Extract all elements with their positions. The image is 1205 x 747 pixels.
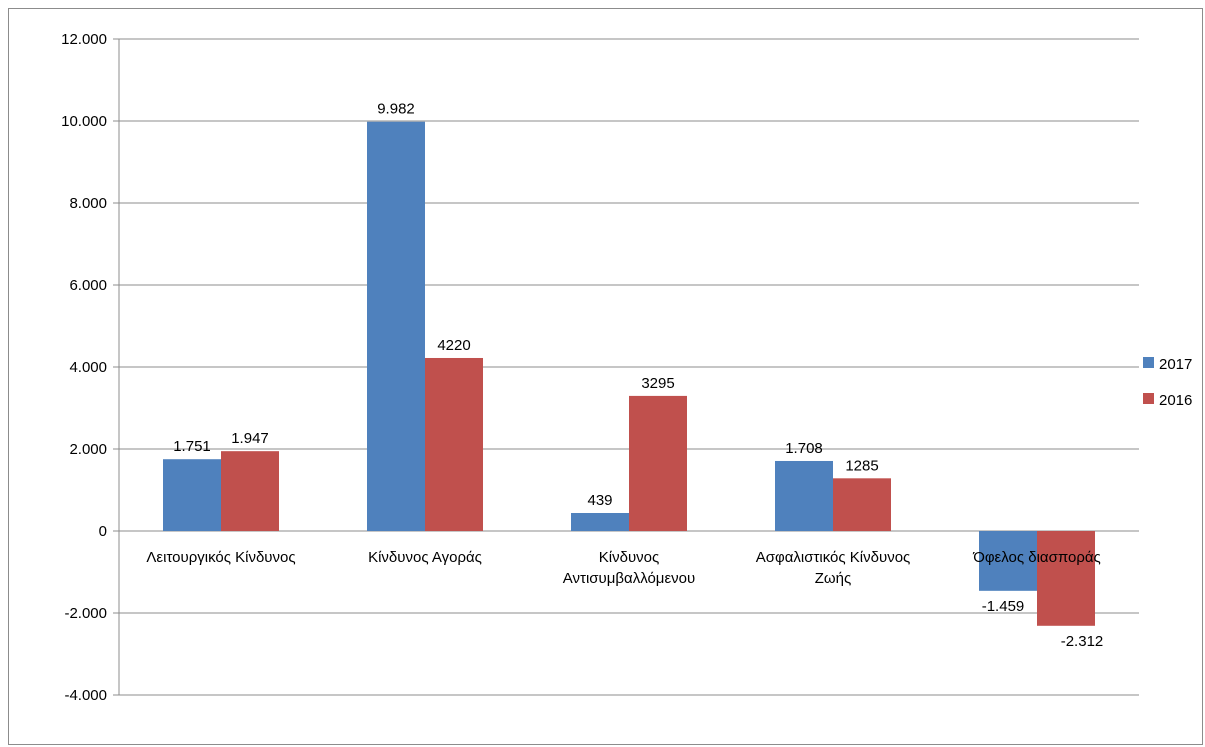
legend-label: 2016 bbox=[1159, 392, 1192, 409]
legend-swatch-2016 bbox=[1143, 393, 1154, 404]
bar-2016-4 bbox=[1037, 531, 1095, 626]
data-label: -2.312 bbox=[1061, 633, 1104, 650]
y-tick-label: 4.000 bbox=[69, 359, 107, 376]
data-label: 4220 bbox=[437, 337, 470, 354]
data-label: 1.947 bbox=[231, 430, 269, 447]
y-tick-label: -2.000 bbox=[64, 605, 107, 622]
y-tick-label: 0 bbox=[99, 523, 107, 540]
category-label: Λειτουργικός Κίνδυνος bbox=[146, 549, 295, 566]
data-label: 439 bbox=[587, 492, 612, 509]
y-tick-label: 6.000 bbox=[69, 277, 107, 294]
category-label: Όφελος διασποράς bbox=[972, 549, 1101, 566]
bar-2016-1 bbox=[425, 357, 483, 531]
y-tick-label: 12.000 bbox=[61, 31, 107, 48]
y-tick-label: 8.000 bbox=[69, 195, 107, 212]
y-axis: 12.000 10.000 8.000 6.000 4.000 2.000 0 -2.000 -… bbox=[61, 31, 120, 704]
category-label: Ασφαλιστικός Κίνδυνος bbox=[756, 549, 911, 566]
data-label: 9.982 bbox=[377, 101, 415, 118]
y-tick-label: 10.000 bbox=[61, 113, 107, 130]
data-label: 1.751 bbox=[173, 438, 211, 455]
bars bbox=[163, 121, 1095, 626]
bar-2016-2 bbox=[629, 395, 687, 531]
legend-label: 2017 bbox=[1159, 356, 1192, 373]
data-label: 1285 bbox=[845, 457, 878, 474]
bar-2017-0 bbox=[163, 459, 221, 531]
category-label: Αντισυμβαλλόμενου bbox=[563, 570, 695, 587]
y-tick-label: -4.000 bbox=[64, 687, 107, 704]
legend: 2017 2016 bbox=[1143, 356, 1192, 409]
chart-frame: 12.000 10.000 8.000 6.000 4.000 2.000 0 -2.000 -… bbox=[8, 8, 1203, 745]
data-label: 1.708 bbox=[785, 440, 823, 457]
x-axis: Λειτουργικός Κίνδυνος Κίνδυνος Αγοράς Κίνδ… bbox=[146, 549, 1100, 587]
bar-2017-1 bbox=[367, 121, 425, 531]
y-tick-label: 2.000 bbox=[69, 441, 107, 458]
category-label: Κίνδυνος Αγοράς bbox=[368, 549, 482, 566]
bar-2017-4 bbox=[979, 531, 1037, 591]
category-label: Κίνδυνος bbox=[599, 549, 659, 566]
data-labels: 1.751 9.982 439 1.708 -1.459 1.947 4220 3295 128… bbox=[173, 101, 1103, 650]
bar-2016-3 bbox=[833, 478, 891, 531]
bar-2017-2 bbox=[571, 513, 629, 531]
bar-2017-3 bbox=[775, 460, 833, 531]
data-label: 3295 bbox=[641, 375, 674, 392]
bar-chart: 12.000 10.000 8.000 6.000 4.000 2.000 0 -2.000 -… bbox=[61, 31, 1192, 704]
category-label: Ζωής bbox=[815, 570, 851, 587]
bar-2016-0 bbox=[221, 451, 279, 531]
legend-swatch-2017 bbox=[1143, 357, 1154, 368]
gridlines bbox=[113, 38, 1139, 696]
data-label: -1.459 bbox=[982, 598, 1025, 615]
